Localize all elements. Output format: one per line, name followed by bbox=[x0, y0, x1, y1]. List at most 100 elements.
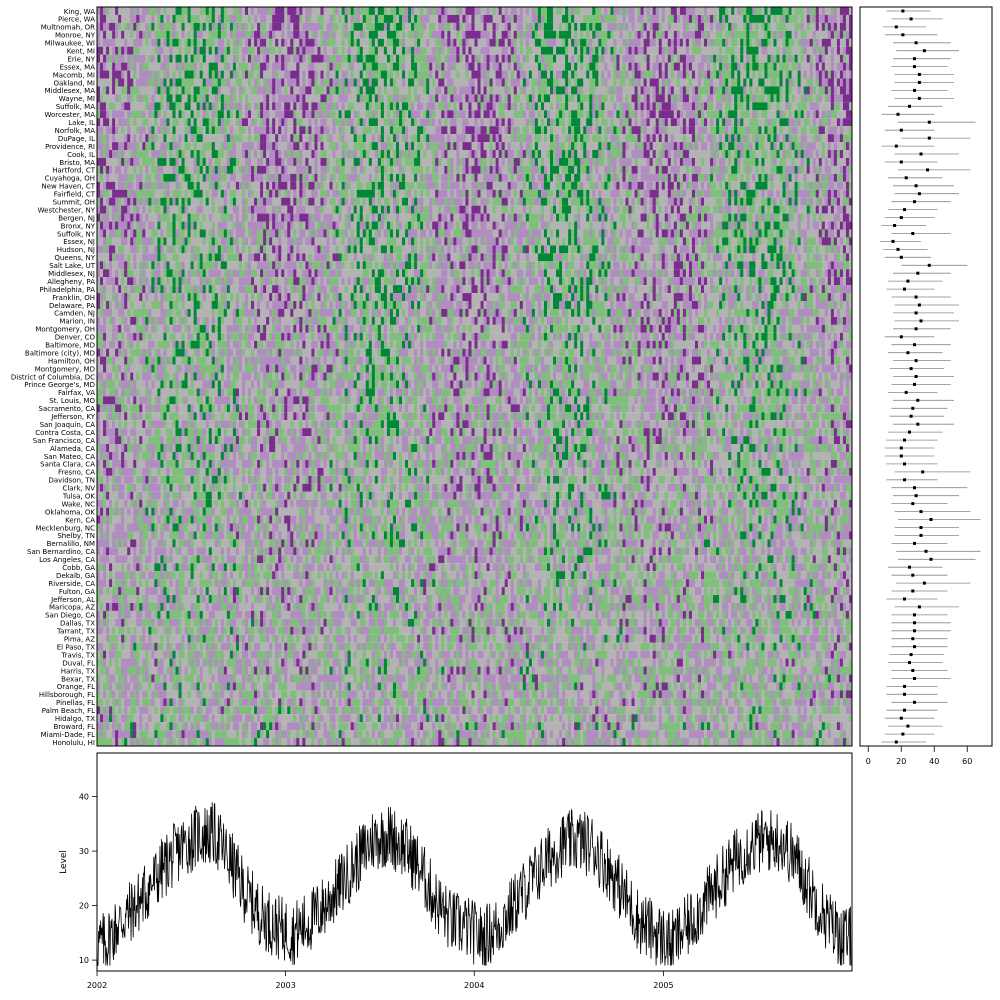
heatmap-cell bbox=[671, 63, 674, 71]
heatmap-cell bbox=[115, 47, 118, 55]
heatmap-cell bbox=[559, 86, 562, 94]
heatmap-cell bbox=[523, 102, 526, 110]
heatmap-cell bbox=[348, 7, 351, 15]
heatmap-cell bbox=[118, 158, 121, 166]
heatmap-cell bbox=[221, 15, 224, 23]
heatmap-cell bbox=[632, 150, 635, 158]
heatmap-cell bbox=[148, 94, 151, 102]
heatmap-cell bbox=[369, 142, 372, 150]
heatmap-cell bbox=[535, 23, 538, 31]
heatmap-cell bbox=[490, 94, 493, 102]
heatmap-cell bbox=[770, 47, 773, 55]
heatmap-cell bbox=[746, 23, 749, 31]
heatmap-cell bbox=[698, 142, 701, 150]
heatmap-cell bbox=[780, 94, 783, 102]
heatmap-cell bbox=[311, 102, 314, 110]
heatmap-cell bbox=[496, 94, 499, 102]
heatmap-cell bbox=[478, 71, 481, 79]
heatmap-cell bbox=[502, 86, 505, 94]
heatmap-cell bbox=[166, 86, 169, 94]
heatmap-cell bbox=[420, 7, 423, 15]
heatmap-cell bbox=[541, 55, 544, 63]
heatmap-cell bbox=[616, 63, 619, 71]
county-label: Davidson, TN bbox=[48, 477, 95, 485]
heatmap-cell bbox=[124, 150, 127, 158]
heatmap-cell bbox=[182, 102, 185, 110]
heatmap-cell bbox=[487, 31, 490, 39]
heatmap-cell bbox=[462, 118, 465, 126]
heatmap-cell bbox=[375, 47, 378, 55]
heatmap-cell bbox=[275, 142, 278, 150]
heatmap-cell bbox=[562, 7, 565, 15]
heatmap-cell bbox=[345, 118, 348, 126]
heatmap-cell bbox=[689, 126, 692, 134]
heatmap-cell bbox=[465, 7, 468, 15]
heatmap-cell bbox=[737, 94, 740, 102]
heatmap-cell bbox=[185, 63, 188, 71]
heatmap-cell bbox=[224, 31, 227, 39]
heatmap-cell bbox=[798, 23, 801, 31]
heatmap-cell bbox=[481, 47, 484, 55]
heatmap-cell bbox=[789, 86, 792, 94]
heatmap-cell bbox=[194, 79, 197, 87]
heatmap-cell bbox=[266, 158, 269, 166]
heatmap-cell bbox=[275, 71, 278, 79]
heatmap-cell bbox=[269, 94, 272, 102]
heatmap-cell bbox=[786, 142, 789, 150]
heatmap-cell bbox=[375, 150, 378, 158]
heatmap-cell bbox=[106, 126, 109, 134]
heatmap-cell bbox=[592, 150, 595, 158]
heatmap-cell bbox=[532, 23, 535, 31]
heatmap-cell bbox=[447, 86, 450, 94]
county-label: Suffolk, MA bbox=[56, 103, 95, 111]
heatmap-cell bbox=[831, 79, 834, 87]
heatmap-cell bbox=[396, 158, 399, 166]
heatmap-cell bbox=[357, 47, 360, 55]
heatmap-cell bbox=[840, 55, 843, 63]
heatmap-cell bbox=[369, 94, 372, 102]
heatmap-cell bbox=[251, 110, 254, 118]
heatmap-cell bbox=[565, 86, 568, 94]
heatmap-cell bbox=[840, 15, 843, 23]
heatmap-cell bbox=[194, 71, 197, 79]
heatmap-cell bbox=[707, 126, 710, 134]
heatmap-cell bbox=[221, 150, 224, 158]
heatmap-cell bbox=[478, 79, 481, 87]
heatmap-cell bbox=[674, 63, 677, 71]
heatmap-cell bbox=[653, 134, 656, 142]
heatmap-cell bbox=[339, 79, 342, 87]
heatmap-cell bbox=[423, 47, 426, 55]
heatmap-cell bbox=[816, 31, 819, 39]
heatmap-cell bbox=[734, 15, 737, 23]
heatmap-cell bbox=[136, 158, 139, 166]
heatmap-cell bbox=[635, 142, 638, 150]
heatmap-cell bbox=[363, 126, 366, 134]
heatmap-cell bbox=[798, 55, 801, 63]
heatmap-cell bbox=[133, 126, 136, 134]
heatmap-cell bbox=[813, 31, 816, 39]
heatmap-cell bbox=[580, 134, 583, 142]
heatmap-cell bbox=[837, 23, 840, 31]
heatmap-cell bbox=[127, 63, 130, 71]
heatmap-cell bbox=[749, 118, 752, 126]
heatmap-cell bbox=[761, 126, 764, 134]
heatmap-cell bbox=[626, 31, 629, 39]
heatmap-cell bbox=[185, 15, 188, 23]
heatmap-cell bbox=[317, 79, 320, 87]
heatmap-cell bbox=[260, 63, 263, 71]
heatmap-cell bbox=[293, 150, 296, 158]
heatmap-cell bbox=[405, 15, 408, 23]
heatmap-cell bbox=[314, 79, 317, 87]
heatmap-cell bbox=[568, 71, 571, 79]
heatmap-cell bbox=[218, 55, 221, 63]
heatmap-cell bbox=[324, 102, 327, 110]
heatmap-cell bbox=[680, 63, 683, 71]
heatmap-cell bbox=[360, 126, 363, 134]
heatmap-cell bbox=[662, 63, 665, 71]
heatmap-cell bbox=[423, 31, 426, 39]
heatmap-cell bbox=[577, 15, 580, 23]
heatmap-cell bbox=[302, 71, 305, 79]
heatmap-cell bbox=[740, 86, 743, 94]
heatmap-cell bbox=[342, 158, 345, 166]
heatmap-cell bbox=[242, 102, 245, 110]
